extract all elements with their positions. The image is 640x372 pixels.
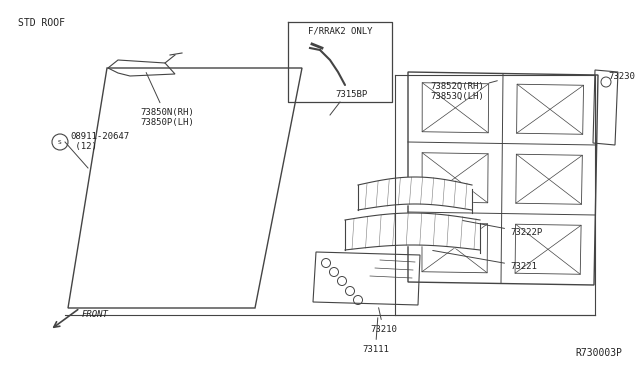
Text: 08911-20647
 (12): 08911-20647 (12) <box>70 132 129 151</box>
Text: 73111: 73111 <box>362 318 389 354</box>
Text: 73850N(RH)
73850P(LH): 73850N(RH) 73850P(LH) <box>140 73 194 127</box>
Text: 73222P: 73222P <box>463 221 542 237</box>
Text: S: S <box>58 140 62 144</box>
Text: R730003P: R730003P <box>575 348 622 358</box>
Text: STD ROOF: STD ROOF <box>18 18 65 28</box>
Text: 73221: 73221 <box>433 250 537 271</box>
Text: F/RRAK2 ONLY: F/RRAK2 ONLY <box>308 27 372 36</box>
Text: 73852Q(RH)
73853Q(LH): 73852Q(RH) 73853Q(LH) <box>430 81 497 102</box>
Text: 7315BP: 7315BP <box>335 90 367 99</box>
Text: 73230: 73230 <box>608 72 635 81</box>
Text: FRONT: FRONT <box>82 310 109 319</box>
Text: 73210: 73210 <box>370 308 397 334</box>
